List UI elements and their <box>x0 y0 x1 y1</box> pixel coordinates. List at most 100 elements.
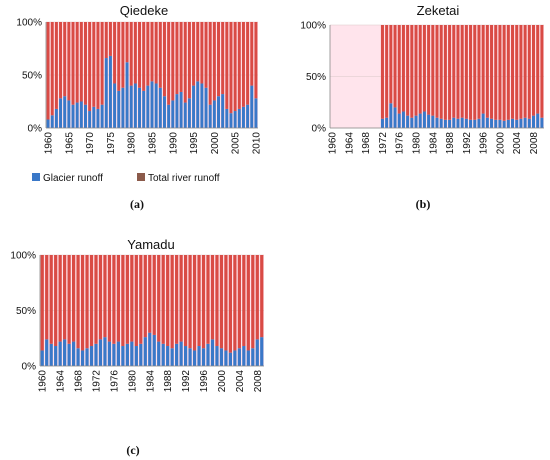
bar-total-river-runoff <box>192 255 197 351</box>
bar-total-river-runoff <box>133 22 137 84</box>
x-tick-label: 1985 <box>148 132 159 155</box>
bar-total-river-runoff <box>251 255 255 349</box>
x-tick-label: 2008 <box>253 370 264 393</box>
bar-total-river-runoff <box>224 255 228 351</box>
bar-total-river-runoff <box>125 255 129 344</box>
bar-total-river-runoff <box>540 25 544 118</box>
bar-glacier-runoff <box>92 106 96 128</box>
bar-total-river-runoff <box>237 255 241 349</box>
x-tick-label: 1984 <box>428 132 439 155</box>
bar-total-river-runoff <box>166 255 170 347</box>
bar-glacier-runoff <box>80 350 85 366</box>
bar-glacier-runoff <box>241 106 245 128</box>
bar-total-river-runoff <box>54 22 58 109</box>
bar-glacier-runoff <box>385 117 389 128</box>
bar-total-river-runoff <box>469 25 473 120</box>
bar-total-river-runoff <box>502 25 506 121</box>
bar-glacier-runoff <box>188 348 192 366</box>
bar-glacier-runoff <box>200 83 204 128</box>
bar-total-river-runoff <box>233 22 237 112</box>
x-tick-label: 1980 <box>127 132 138 155</box>
bar-glacier-runoff <box>125 62 129 128</box>
bar-total-river-runoff <box>237 22 241 109</box>
bar-glacier-runoff <box>494 119 498 128</box>
bar-total-river-runoff <box>531 25 536 116</box>
bar-total-river-runoff <box>98 255 103 340</box>
bar-total-river-runoff <box>410 25 414 118</box>
bar-total-river-runoff <box>515 25 519 120</box>
bar-total-river-runoff <box>260 255 264 338</box>
bar-glacier-runoff <box>431 115 435 128</box>
bar-glacier-runoff <box>63 339 67 366</box>
bar-glacier-runoff <box>208 104 212 128</box>
x-tick-label: 1995 <box>189 132 200 155</box>
bar-glacier-runoff <box>228 352 233 366</box>
bar-total-river-runoff <box>148 255 152 333</box>
chart-title: Yamadu <box>127 238 174 252</box>
chart-title: Zeketai <box>417 3 460 18</box>
bar-glacier-runoff <box>246 350 250 366</box>
bar-glacier-runoff <box>192 350 197 366</box>
bar-total-river-runoff <box>75 22 79 103</box>
bar-glacier-runoff <box>130 341 134 366</box>
x-tick-label: 2004 <box>512 132 523 155</box>
x-tick-label: 1990 <box>168 132 179 155</box>
bar-total-river-runoff <box>431 25 435 116</box>
bar-glacier-runoff <box>506 119 510 128</box>
bar-total-river-runoff <box>389 25 393 104</box>
bar-total-river-runoff <box>490 25 494 119</box>
legend-label-glacier: Glacier runoff <box>43 173 103 184</box>
bar-total-river-runoff <box>125 22 129 63</box>
bar-glacier-runoff <box>229 113 233 128</box>
bar-glacier-runoff <box>157 341 161 366</box>
bar-glacier-runoff <box>460 117 464 128</box>
bar-glacier-runoff <box>389 103 393 128</box>
bar-glacier-runoff <box>170 348 174 366</box>
x-tick-label: 1970 <box>85 132 96 155</box>
bar-total-river-runoff <box>45 255 49 340</box>
bar-glacier-runoff <box>154 83 158 128</box>
bar-glacier-runoff <box>96 108 100 128</box>
bar-glacier-runoff <box>215 346 219 366</box>
bar-glacier-runoff <box>67 100 71 128</box>
x-tick-label: 1968 <box>361 132 372 155</box>
plot-area: 0% 50% 100% 1960 1964 1968 1972 1976 1980 1984 198… <box>10 251 264 393</box>
bar-glacier-runoff <box>179 341 183 366</box>
bar-total-river-runoff <box>229 22 233 114</box>
bar-glacier-runoff <box>116 341 121 366</box>
bar-glacier-runoff <box>477 118 481 128</box>
bar-total-river-runoff <box>50 22 54 116</box>
x-tick-label: 2008 <box>529 132 540 155</box>
bar-glacier-runoff <box>523 117 527 128</box>
bar-total-river-runoff <box>435 25 439 118</box>
bar-glacier-runoff <box>75 102 79 128</box>
bar-glacier-runoff <box>233 350 237 366</box>
bar-total-river-runoff <box>418 25 422 114</box>
bar-total-river-runoff <box>158 22 162 88</box>
bar-glacier-runoff <box>138 87 142 128</box>
bar-glacier-runoff <box>498 119 502 128</box>
bar-glacier-runoff <box>452 117 456 128</box>
bar-glacier-runoff <box>397 113 401 128</box>
bar-glacier-runoff <box>161 343 165 366</box>
bar-glacier-runoff <box>224 350 228 366</box>
bar-total-river-runoff <box>485 25 489 118</box>
bar-glacier-runoff <box>490 118 494 128</box>
bar-total-river-runoff <box>54 255 58 347</box>
bar-glacier-runoff <box>175 94 179 128</box>
bar-total-river-runoff <box>121 22 125 88</box>
bar-glacier-runoff <box>152 334 156 366</box>
x-tick-label: 1960 <box>328 132 339 155</box>
bar-total-river-runoff <box>96 22 100 109</box>
bar-glacier-runoff <box>49 343 53 366</box>
bar-glacier-runoff <box>473 119 477 128</box>
bar-glacier-runoff <box>183 346 188 366</box>
x-tick-label: 1960 <box>44 132 55 155</box>
bar-total-river-runoff <box>187 22 191 99</box>
bar-glacier-runoff <box>456 118 460 128</box>
bar-total-river-runoff <box>129 22 133 86</box>
bar-glacier-runoff <box>393 107 397 128</box>
bar-total-river-runoff <box>452 25 456 118</box>
bar-glacier-runoff <box>206 343 210 366</box>
chart-zeketai: Zeketai 0% 50% 100% 1960 1964 1968 1972 1976 198… <box>300 3 544 211</box>
